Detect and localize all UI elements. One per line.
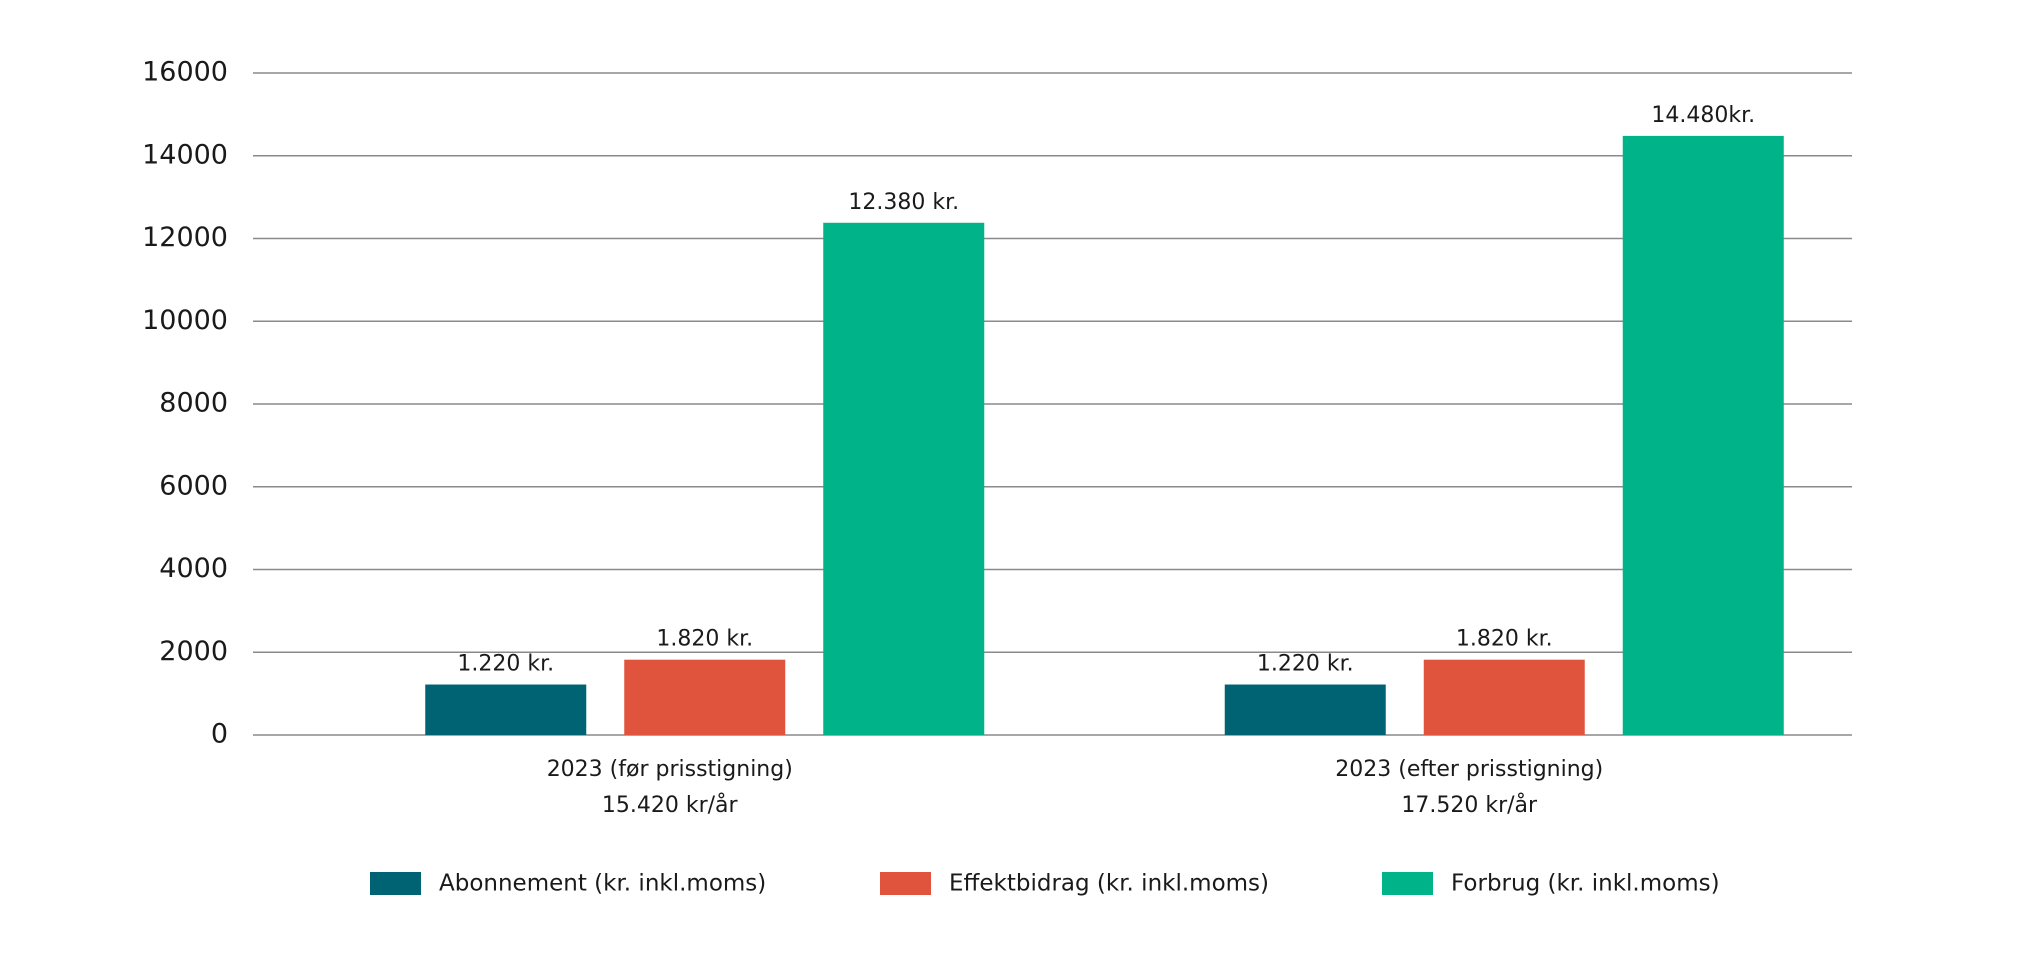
y-tick-label: 2000 [159,636,228,667]
y-tick-label: 0 [211,719,228,750]
y-tick-label: 6000 [159,470,228,501]
value-label: 12.380 kr. [848,190,959,215]
y-tick-label: 12000 [142,222,228,253]
legend-swatch [370,872,421,895]
y-tick-label: 8000 [159,388,228,419]
y-tick-label: 14000 [142,139,228,170]
x-tick-label: 2023 (før prisstigning) [547,757,793,782]
bar [823,222,985,736]
value-label: 1.220 kr. [1257,652,1354,677]
x-tick-sublabel: 15.420 kr/år [602,792,739,818]
value-label: 1.820 kr. [656,627,753,652]
legend-swatch [1382,872,1433,895]
x-tick-sublabel: 17.520 kr/år [1401,792,1538,818]
legend-label: Abonnement (kr. inkl.moms) [439,871,766,897]
bar [425,684,587,735]
value-label: 1.220 kr. [457,652,554,677]
bar [1224,684,1386,735]
bar [624,659,786,735]
legend-label: Effektbidrag (kr. inkl.moms) [949,871,1269,897]
x-tick-label: 2023 (efter prisstigning) [1335,757,1603,782]
bar [1423,659,1585,735]
value-label: 1.820 kr. [1456,627,1553,652]
y-tick-label: 4000 [159,553,228,584]
bar [1622,135,1784,735]
legend-label: Forbrug (kr. inkl.moms) [1451,871,1720,897]
legend-swatch [880,872,931,895]
y-tick-label: 16000 [142,57,228,88]
value-label: 14.480kr. [1651,103,1755,128]
y-tick-label: 10000 [142,305,228,336]
